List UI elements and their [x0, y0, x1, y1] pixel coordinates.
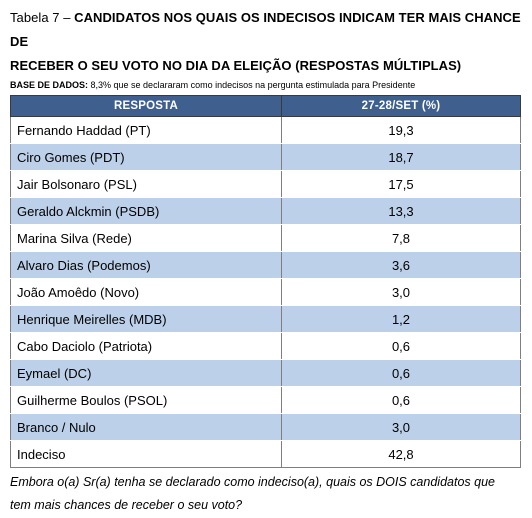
table-row: Jair Bolsonaro (PSL) 17,5 — [10, 170, 521, 198]
caption-title-line1: CANDIDATOS NOS QUAIS OS INDECISOS INDICA… — [10, 10, 521, 49]
row-label: Eymael (DC) — [10, 359, 282, 387]
row-value: 19,3 — [281, 116, 521, 144]
table-row: Indeciso 42,8 — [10, 440, 521, 468]
row-label: Cabo Daciolo (Patriota) — [10, 332, 282, 360]
table-row: Branco / Nulo 3,0 — [10, 413, 521, 441]
base-de-dados: BASE DE DADOS: 8,3% que se declararam co… — [10, 79, 524, 91]
note-line2: tem mais chances de receber o seu voto? — [10, 498, 243, 512]
row-value: 7,8 — [281, 224, 521, 252]
row-value: 18,7 — [281, 143, 521, 171]
row-label: Marina Silva (Rede) — [10, 224, 282, 252]
table-body: Fernando Haddad (PT) 19,3 Ciro Gomes (PDT)… — [10, 116, 521, 468]
base-text: 8,3% que se declararam como indecisos na… — [88, 80, 416, 90]
row-label: Henrique Meirelles (MDB) — [10, 305, 282, 333]
row-value: 0,6 — [281, 359, 521, 387]
table-caption: Tabela 7 – CANDIDATOS NOS QUAIS OS INDEC… — [10, 6, 524, 78]
header-resposta: RESPOSTA — [10, 95, 282, 117]
table-row: Marina Silva (Rede) 7,8 — [10, 224, 521, 252]
row-label: Branco / Nulo — [10, 413, 282, 441]
row-label: João Amoêdo (Novo) — [10, 278, 282, 306]
row-value: 42,8 — [281, 440, 521, 468]
note-line1: Embora o(a) Sr(a) tenha se declarado com… — [10, 475, 495, 489]
table-row: Ciro Gomes (PDT) 18,7 — [10, 143, 521, 171]
base-label: BASE DE DADOS: — [10, 80, 89, 90]
question-note: Embora o(a) Sr(a) tenha se declarado com… — [10, 471, 524, 517]
row-value: 3,0 — [281, 413, 521, 441]
row-label: Geraldo Alckmin (PSDB) — [10, 197, 282, 225]
row-label: Ciro Gomes (PDT) — [10, 143, 282, 171]
table-row: João Amoêdo (Novo) 3,0 — [10, 278, 521, 306]
caption-title-line2: RECEBER O SEU VOTO NO DIA DA ELEIÇÃO (RE… — [10, 58, 462, 73]
table-row: Henrique Meirelles (MDB) 1,2 — [10, 305, 521, 333]
row-value: 13,3 — [281, 197, 521, 225]
row-label: Alvaro Dias (Podemos) — [10, 251, 282, 279]
row-value: 17,5 — [281, 170, 521, 198]
table-row: Guilherme Boulos (PSOL) 0,6 — [10, 386, 521, 414]
row-value: 0,6 — [281, 386, 521, 414]
row-value: 3,6 — [281, 251, 521, 279]
header-period: 27-28/SET (%) — [281, 95, 521, 117]
row-label: Indeciso — [10, 440, 282, 468]
table-header-row: RESPOSTA 27-28/SET (%) — [10, 95, 521, 117]
row-value: 3,0 — [281, 278, 521, 306]
row-label: Fernando Haddad (PT) — [10, 116, 282, 144]
results-table: RESPOSTA 27-28/SET (%) Fernando Haddad (… — [10, 95, 521, 468]
table-row: Fernando Haddad (PT) 19,3 — [10, 116, 521, 144]
row-label: Guilherme Boulos (PSOL) — [10, 386, 282, 414]
table-row: Geraldo Alckmin (PSDB) 13,3 — [10, 197, 521, 225]
table-row: Cabo Daciolo (Patriota) 0,6 — [10, 332, 521, 360]
table-row: Alvaro Dias (Podemos) 3,6 — [10, 251, 521, 279]
table-row: Eymael (DC) 0,6 — [10, 359, 521, 387]
row-value: 1,2 — [281, 305, 521, 333]
row-label: Jair Bolsonaro (PSL) — [10, 170, 282, 198]
row-value: 0,6 — [281, 332, 521, 360]
caption-prefix: Tabela 7 – — [10, 10, 75, 25]
